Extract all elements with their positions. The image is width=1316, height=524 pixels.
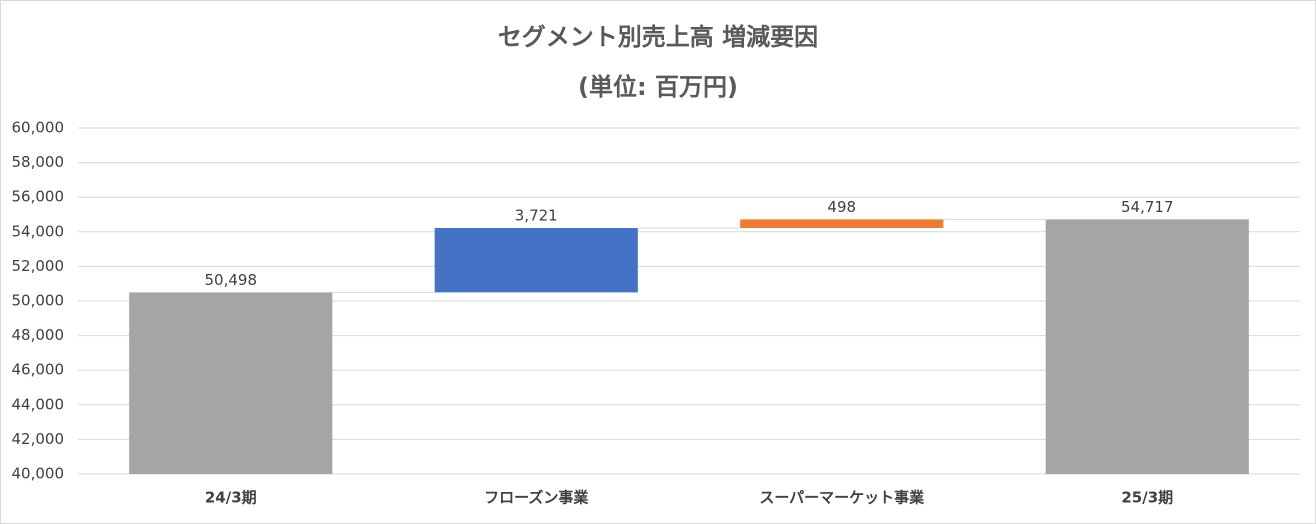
chart-subtitle: (単位: 百万円) [578,73,738,101]
y-tick-label: 40,000 [12,465,65,483]
y-tick-label: 58,000 [12,153,65,171]
y-tick-label: 48,000 [12,326,65,344]
y-tick-label: 60,000 [12,119,65,137]
y-tick-label: 52,000 [12,257,65,275]
y-tick-label: 50,000 [12,292,65,310]
data-label: 498 [827,198,856,216]
data-label: 50,498 [205,271,258,289]
x-tick-label: 24/3期 [205,489,257,507]
x-tick-label: スーパーマーケット事業 [759,489,925,507]
data-label: 54,717 [1121,198,1174,216]
y-tick-label: 46,000 [12,361,65,379]
y-tick-label: 42,000 [12,430,65,448]
bar [740,219,944,229]
chart-title: セグメント別売上高 増減要因 [498,23,818,51]
bar [1045,219,1249,474]
data-label: 3,721 [515,207,558,225]
x-tick-label: 25/3期 [1121,489,1173,507]
y-tick-label: 56,000 [12,188,65,206]
y-tick-label: 54,000 [12,222,65,240]
bar [129,292,333,474]
bar [434,228,638,293]
x-tick-label: フローズン事業 [484,489,589,507]
y-tick-label: 44,000 [12,395,65,413]
